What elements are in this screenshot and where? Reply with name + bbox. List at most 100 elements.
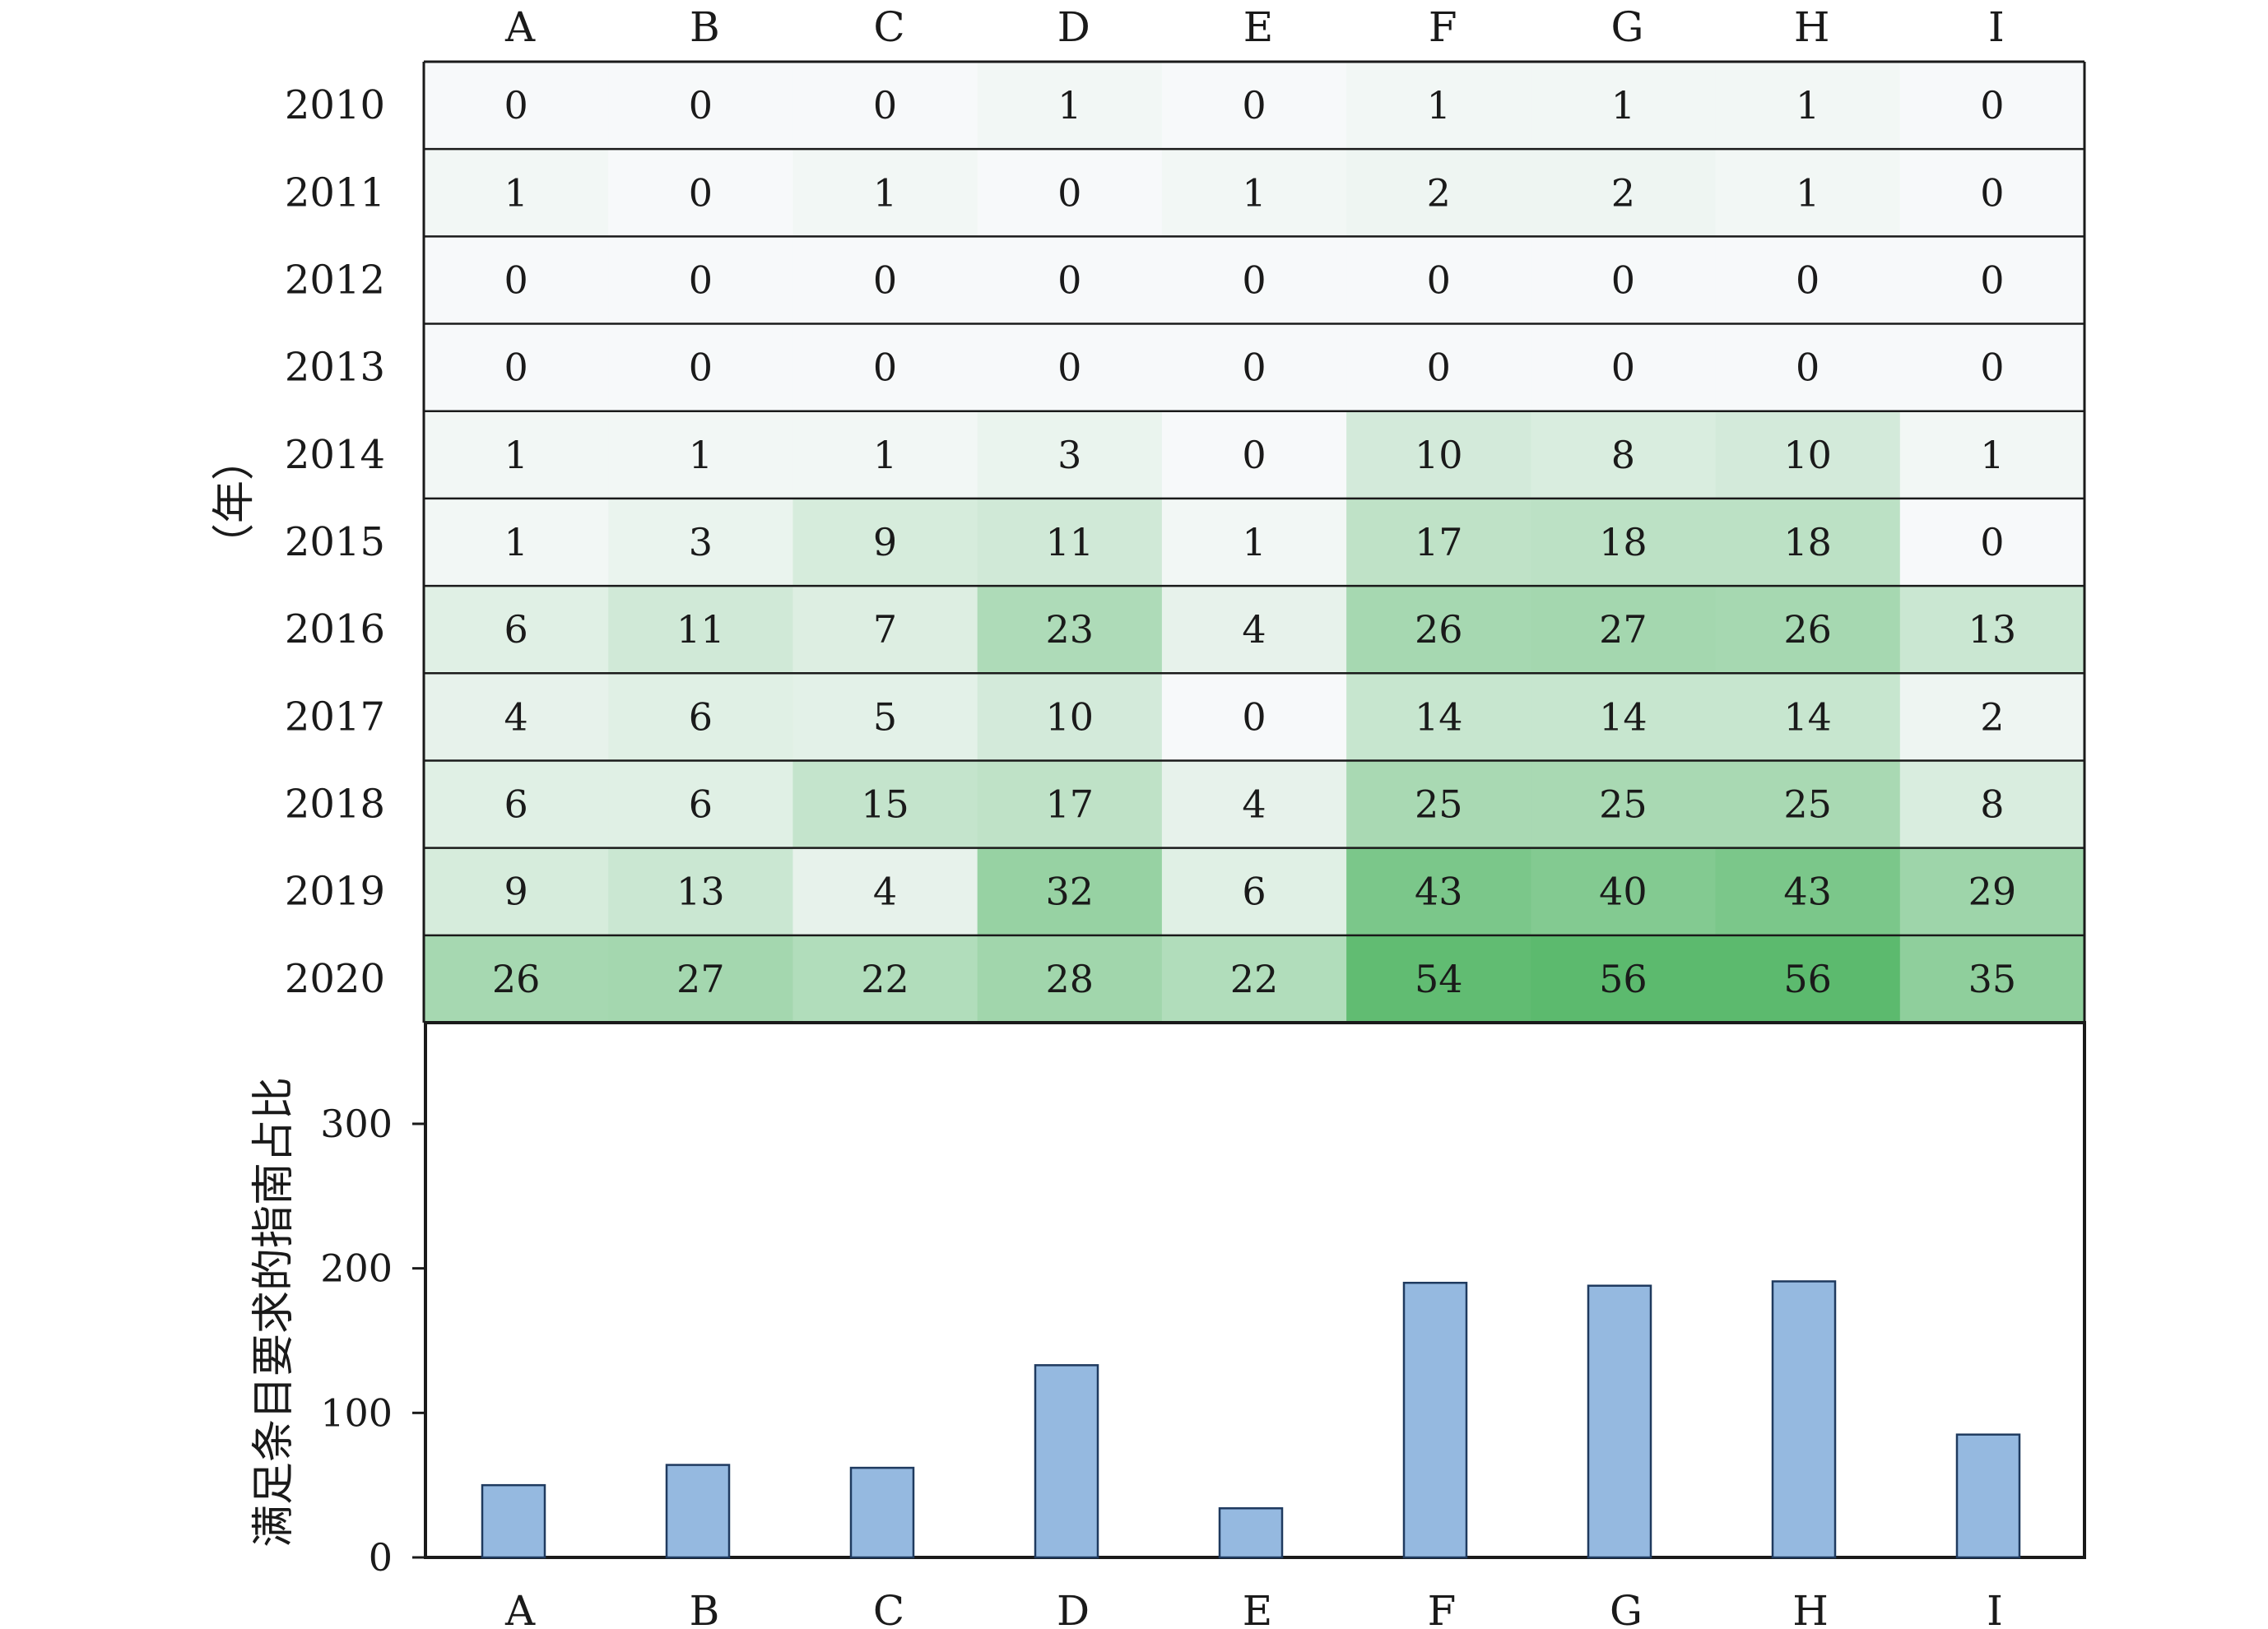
- heatmap-cell-value: 29: [1968, 870, 2017, 914]
- heatmap-cell: [1161, 847, 1347, 935]
- heatmap-cell-value: 18: [1783, 520, 1832, 564]
- heatmap-cell: [792, 760, 978, 848]
- heatmap-cell-value: 4: [1242, 607, 1266, 652]
- heatmap-cell: [1899, 847, 2085, 935]
- heatmap-cell-value: 0: [873, 258, 897, 302]
- heatmap-cell-value: 17: [1046, 782, 1094, 827]
- heatmap-cell-value: 9: [873, 520, 897, 564]
- heatmap-cell-value: 0: [1057, 346, 1081, 390]
- heatmap-cell-value: 0: [1980, 258, 2004, 302]
- heatmap-cell-value: 56: [1599, 957, 1648, 1001]
- heatmap-cell-value: 10: [1415, 433, 1463, 477]
- heatmap-cell-value: 0: [1980, 83, 2004, 128]
- heatmap-cell: [424, 236, 609, 324]
- heatmap-cell: [424, 935, 609, 1023]
- x-category-label: H: [1792, 1587, 1829, 1629]
- heatmap-cell-value: 14: [1783, 694, 1832, 739]
- heatmap-cell-value: 10: [1783, 433, 1832, 477]
- heatmap-cell-value: 0: [1796, 346, 1820, 390]
- heatmap-cell-value: 0: [1611, 258, 1635, 302]
- heatmap-cell-value: 43: [1415, 870, 1463, 914]
- heatmap-cell: [424, 62, 609, 150]
- heatmap-cell-value: 28: [1046, 957, 1094, 1001]
- heatmap-cell: [1531, 935, 1717, 1023]
- heatmap-column-label: D: [1057, 3, 1090, 51]
- heatmap-cell: [1715, 673, 1901, 761]
- heatmap-cell: [977, 236, 1163, 324]
- heatmap-cell: [1161, 673, 1347, 761]
- heatmap-cell: [1715, 586, 1901, 674]
- heatmap-cell: [1899, 62, 2085, 150]
- heatmap-cell-value: 1: [873, 433, 897, 477]
- heatmap-column-label: B: [690, 3, 720, 51]
- heatmap-cell: [608, 847, 793, 935]
- heatmap-cell-value: 0: [1242, 83, 1266, 128]
- heatmap-cell-value: 17: [1415, 520, 1463, 564]
- bar: [1955, 1433, 2021, 1559]
- heatmap-cell: [1346, 847, 1531, 935]
- heatmap-cell-value: 26: [1415, 607, 1463, 652]
- heatmap-cell-value: 40: [1599, 870, 1648, 914]
- x-category-label: B: [690, 1587, 720, 1629]
- heatmap-cell-value: 1: [1611, 83, 1635, 128]
- heatmap-cell: [1161, 411, 1347, 499]
- heatmap-cell-value: 56: [1783, 957, 1832, 1001]
- bar-y-axis-title: 满足条目要求的指南占比: [249, 1077, 299, 1548]
- heatmap-cell-value: 1: [504, 433, 527, 477]
- heatmap-cell: [608, 935, 793, 1023]
- heatmap-cell-value: 22: [861, 957, 909, 1001]
- heatmap-cell: [1346, 149, 1531, 237]
- heatmap-cell-value: 25: [1599, 782, 1648, 827]
- heatmap-cell-value: 1: [1796, 83, 1820, 128]
- heatmap-column-label: C: [873, 3, 904, 51]
- x-category-label: F: [1428, 1587, 1457, 1629]
- heatmap-cell-value: 35: [1968, 957, 2017, 1001]
- heatmap-cell-value: 1: [1796, 170, 1820, 215]
- heatmap-cell: [1899, 236, 2085, 324]
- heatmap-cell: [1531, 323, 1717, 411]
- heatmap-cell-value: 0: [1796, 258, 1820, 302]
- heatmap-cell-value: 27: [676, 957, 725, 1001]
- heatmap-cell: [608, 586, 793, 674]
- heatmap-cell: [1161, 149, 1347, 237]
- heatmap-cell: [1346, 586, 1531, 674]
- heatmap-cell-value: 0: [689, 346, 713, 390]
- heatmap-row-label: 2015: [285, 519, 385, 565]
- x-category-label: D: [1057, 1587, 1090, 1629]
- heatmap-cell: [792, 149, 978, 237]
- heatmap-cell: [1715, 760, 1901, 848]
- heatmap-cell-value: 3: [689, 520, 713, 564]
- heatmap-cell-value: 4: [873, 870, 897, 914]
- heatmap-cell-value: 3: [1057, 433, 1081, 477]
- heatmap-cell: [977, 586, 1163, 674]
- heatmap-cell: [977, 935, 1163, 1023]
- heatmap-cell: [608, 236, 793, 324]
- heatmap-cell: [1531, 411, 1717, 499]
- heatmap-cell-value: 0: [1427, 346, 1451, 390]
- heatmap-cell: [1531, 586, 1717, 674]
- heatmap-cell-value: 0: [504, 258, 527, 302]
- heatmap-cell: [1161, 323, 1347, 411]
- heatmap-cell: [1899, 935, 2085, 1023]
- heatmap-cell-value: 22: [1230, 957, 1279, 1001]
- heatmap-cell: [1161, 760, 1347, 848]
- heatmap-cell: [1899, 411, 2085, 499]
- heatmap-cell-value: 10: [1046, 694, 1094, 739]
- heatmap-cell: [608, 760, 793, 848]
- heatmap-cell: [1161, 498, 1347, 587]
- heatmap-cell: [1899, 149, 2085, 237]
- heatmap-cell-value: 2: [1611, 170, 1635, 215]
- heatmap-row-label: 2010: [285, 82, 385, 128]
- heatmap-cell-value: 9: [504, 870, 527, 914]
- heatmap-cell: [792, 323, 978, 411]
- bar-chart: 0 100 200 300 A B C D E F G H I 满足条目要求的指南占比: [249, 1021, 2086, 1629]
- heatmap-cell: [1715, 62, 1901, 150]
- heatmap-cell: [1899, 498, 2085, 587]
- heatmap-column-label: H: [1794, 3, 1830, 51]
- heatmap-cell-value: 1: [1242, 170, 1266, 215]
- bar: [1402, 1281, 1468, 1559]
- heatmap-cell-value: 0: [1980, 170, 2004, 215]
- heatmap-row-label: 2017: [285, 694, 385, 740]
